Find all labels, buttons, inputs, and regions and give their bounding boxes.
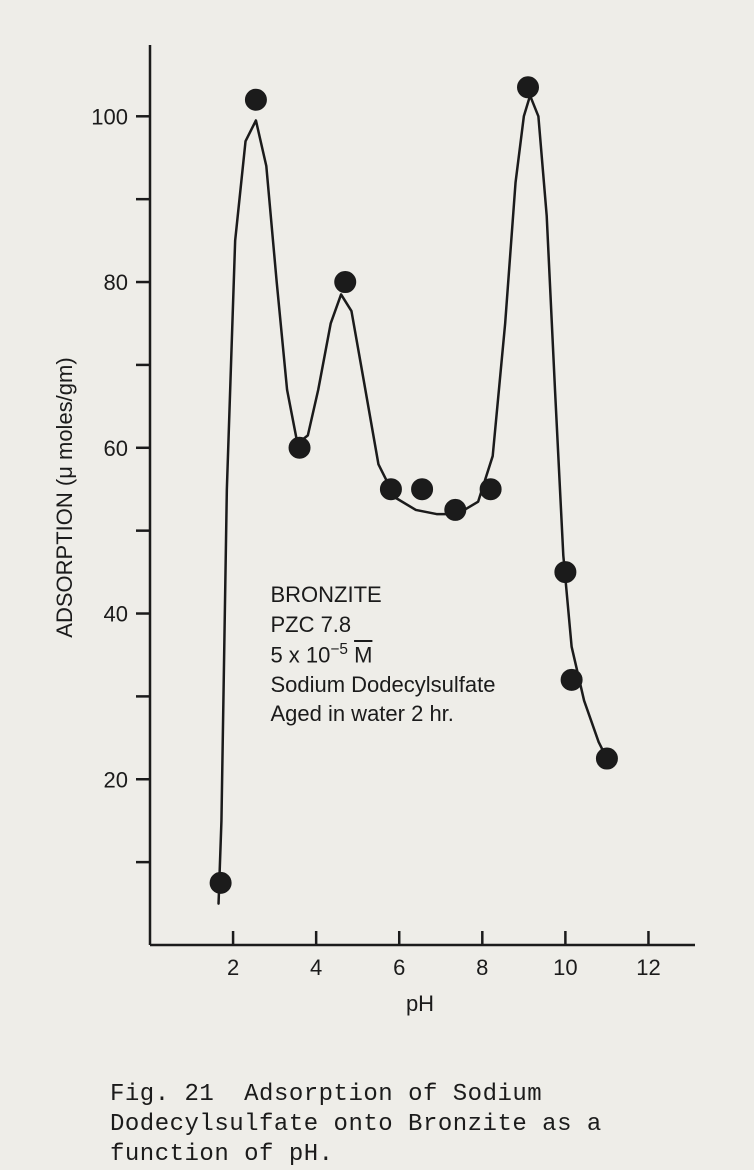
svg-text:4: 4 — [310, 955, 322, 980]
svg-text:80: 80 — [104, 270, 128, 295]
chart-annotation: BRONZITEPZC 7.85 x 10−5 MSodium Dodecyls… — [270, 580, 495, 729]
chart-svg: 2 4 6 8 10 12 20 40 60 80 100 pH ADSORPTION (μ moles… — [40, 30, 720, 1040]
svg-text:6: 6 — [393, 955, 405, 980]
figure-caption: Fig. 21 Adsorption of Sodium Dodecylsulf… — [110, 1080, 670, 1170]
svg-text:pH: pH — [406, 991, 434, 1016]
svg-text:20: 20 — [104, 767, 128, 792]
svg-text:ADSORPTION (μ moles/gm): ADSORPTION (μ moles/gm) — [52, 357, 77, 637]
svg-text:60: 60 — [104, 436, 128, 461]
caption-prefix: Fig. 21 — [110, 1081, 214, 1108]
svg-text:12: 12 — [636, 955, 660, 980]
svg-text:10: 10 — [553, 955, 577, 980]
svg-text:100: 100 — [91, 104, 128, 129]
page: 2 4 6 8 10 12 20 40 60 80 100 pH ADSORPTION (μ moles… — [0, 0, 754, 1151]
chart-adsorption-vs-ph: 2 4 6 8 10 12 20 40 60 80 100 pH ADSORPTION (μ moles… — [40, 30, 720, 1040]
svg-text:40: 40 — [104, 602, 128, 627]
svg-text:2: 2 — [227, 955, 239, 980]
svg-text:8: 8 — [476, 955, 488, 980]
